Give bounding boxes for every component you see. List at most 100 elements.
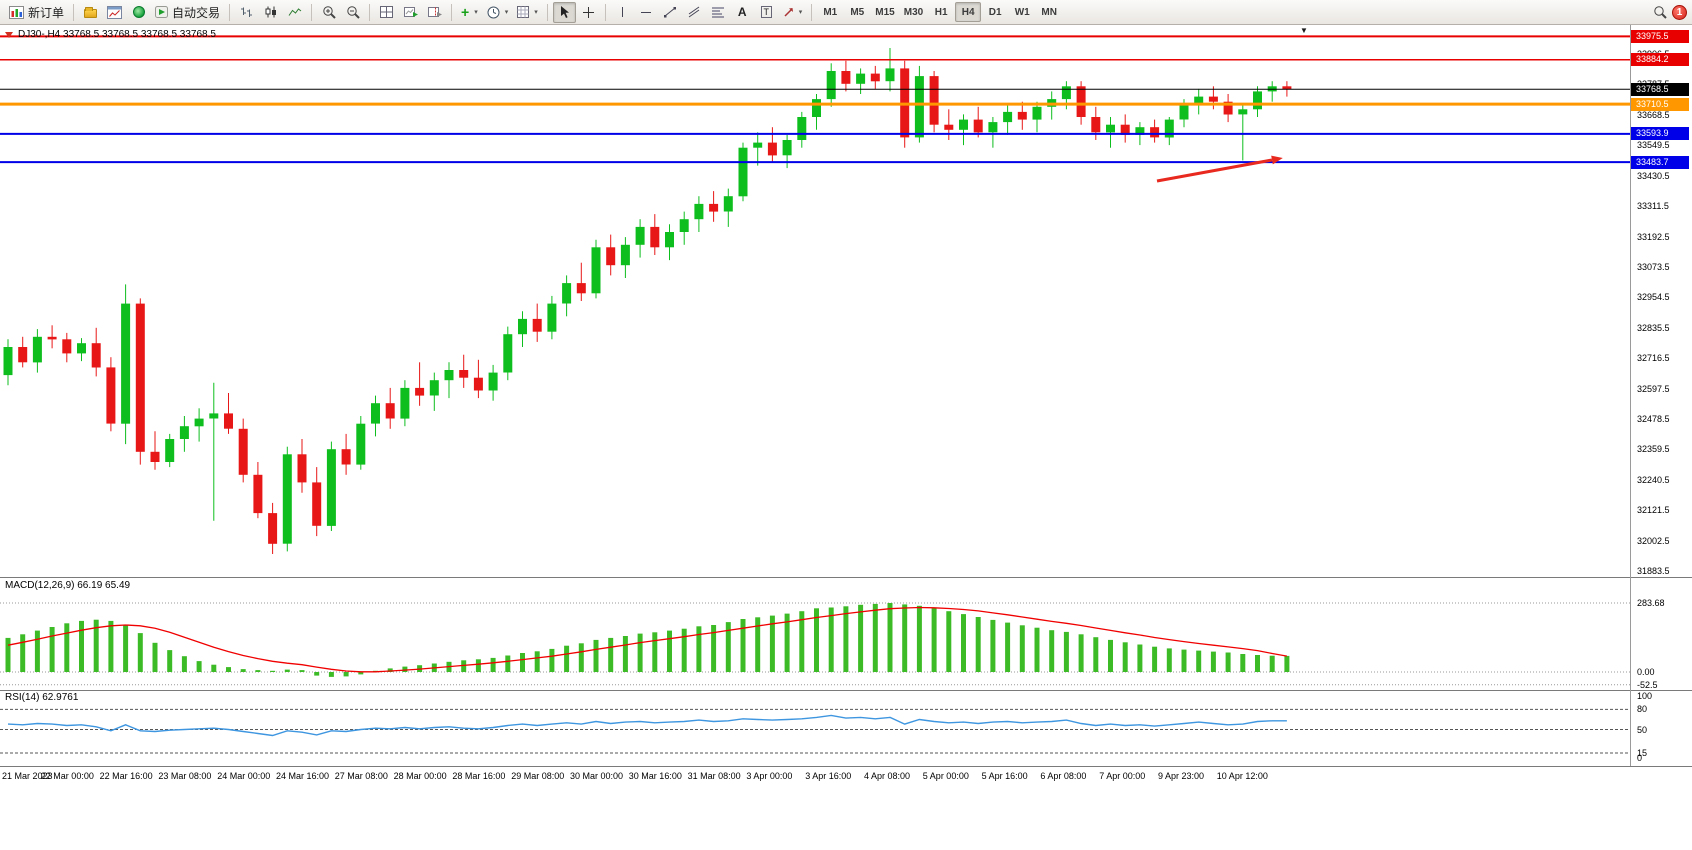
scale-tick: 33073.5 bbox=[1637, 261, 1670, 272]
scale-tick: 32835.5 bbox=[1637, 322, 1670, 333]
toolbar-separator bbox=[451, 3, 453, 21]
symbol-info-text: DJ30-,H4 33768.5 33768.5 33768.5 33768.5 bbox=[18, 29, 216, 40]
timeframe-button-h4[interactable]: H4 bbox=[955, 2, 982, 22]
trendline-icon bbox=[664, 7, 677, 18]
candlestick-chart-button[interactable] bbox=[259, 2, 282, 23]
auto-scroll-icon bbox=[403, 7, 418, 17]
timeframe-button-h1[interactable]: H1 bbox=[928, 2, 954, 22]
auto-trading-label: 自动交易 bbox=[172, 5, 221, 20]
scale-tick: 33311.5 bbox=[1637, 201, 1669, 212]
bar-chart-icon bbox=[241, 7, 253, 17]
timeframe-button-m5[interactable]: M5 bbox=[844, 2, 870, 22]
auto-trading-icon bbox=[155, 6, 169, 18]
time-label: 28 Mar 16:00 bbox=[452, 771, 506, 781]
text-label-icon: T bbox=[760, 6, 773, 18]
line-chart-button[interactable] bbox=[283, 2, 306, 23]
horizontal-line-icon bbox=[641, 11, 652, 13]
search-button[interactable] bbox=[1648, 2, 1671, 23]
scale-tick: 32954.5 bbox=[1637, 292, 1670, 303]
indicators-button[interactable]: + ▾ bbox=[457, 2, 482, 23]
time-label: 4 Apr 08:00 bbox=[864, 771, 911, 781]
template-grid-icon bbox=[517, 6, 530, 18]
text-label-button[interactable]: T bbox=[755, 2, 778, 23]
new-order-button[interactable]: 新订单 bbox=[5, 2, 68, 23]
scale-tick: 32597.5 bbox=[1637, 383, 1670, 394]
symbol-info: DJ30-,H4 33768.5 33768.5 33768.5 33768.5 bbox=[5, 29, 216, 40]
profiles-button[interactable] bbox=[79, 2, 102, 23]
search-icon bbox=[1653, 6, 1667, 19]
timeframe-button-m1[interactable]: M1 bbox=[817, 2, 843, 22]
time-label: 10 Apr 12:00 bbox=[1216, 771, 1268, 781]
fibonacci-icon bbox=[712, 7, 725, 18]
cursor-button[interactable] bbox=[552, 1, 576, 23]
toolbar-separator bbox=[229, 3, 231, 21]
scale-tick: 33668.5 bbox=[1637, 109, 1670, 120]
new-order-icon bbox=[9, 5, 24, 19]
scale-tick: 32478.5 bbox=[1637, 413, 1670, 424]
chart-window-button[interactable] bbox=[103, 2, 126, 23]
scale-tick: 283.68 bbox=[1637, 598, 1665, 608]
folder-icon bbox=[84, 7, 98, 18]
scale-tick: -52.5 bbox=[1637, 679, 1658, 690]
market-watch-button[interactable] bbox=[127, 2, 150, 23]
timeframe-button-w1[interactable]: W1 bbox=[1009, 2, 1035, 22]
chevron-down-icon: ▾ bbox=[798, 9, 803, 16]
add-indicator-icon: + bbox=[461, 4, 470, 20]
tile-windows-button[interactable] bbox=[375, 2, 398, 23]
toolbar-separator bbox=[811, 3, 813, 21]
crosshair-icon bbox=[582, 6, 594, 18]
text-tool-icon: A bbox=[737, 5, 747, 19]
horizontal-line-button[interactable] bbox=[635, 2, 658, 23]
tile-windows-icon bbox=[380, 6, 394, 18]
cursor-icon bbox=[560, 6, 569, 18]
price-shift-marker[interactable]: ▼ bbox=[1300, 26, 1308, 35]
vertical-line-button[interactable] bbox=[611, 2, 634, 23]
symbol-marker-icon bbox=[5, 31, 13, 38]
time-label: 6 Apr 08:00 bbox=[1040, 771, 1087, 781]
notification-badge[interactable]: 1 bbox=[1672, 4, 1687, 20]
crosshair-button[interactable] bbox=[577, 2, 600, 23]
time-label: 30 Mar 16:00 bbox=[628, 771, 682, 781]
channel-button[interactable] bbox=[683, 2, 706, 23]
shapes-button[interactable]: ▾ bbox=[779, 2, 807, 23]
zoom-out-button[interactable] bbox=[341, 2, 364, 23]
price-badge: 33768.5 bbox=[1631, 82, 1689, 96]
zoom-out-icon bbox=[346, 6, 360, 19]
timeframe-button-mn[interactable]: MN bbox=[1036, 2, 1062, 22]
time-label: 31 Mar 08:00 bbox=[687, 771, 741, 781]
scale-tick: 80 bbox=[1637, 704, 1648, 715]
chevron-down-icon: ▾ bbox=[534, 9, 538, 16]
bar-chart-button[interactable] bbox=[235, 2, 258, 23]
price-scale[interactable]: 33906.533787.533668.533549.533430.533311… bbox=[1631, 0, 1692, 790]
auto-scroll-button[interactable] bbox=[399, 2, 422, 23]
scale-tick: 32121.5 bbox=[1637, 505, 1670, 516]
price-badge: 33884.2 bbox=[1631, 53, 1689, 67]
toolbar-separator bbox=[546, 3, 548, 21]
arrow-shape-icon bbox=[784, 7, 793, 17]
text-button[interactable]: A bbox=[731, 2, 754, 23]
scale-tick: 33549.5 bbox=[1637, 140, 1670, 151]
zoom-in-button[interactable] bbox=[317, 2, 340, 23]
time-label: 9 Apr 23:00 bbox=[1158, 771, 1205, 781]
time-label: 28 Mar 00:00 bbox=[393, 771, 447, 781]
scale-tick: 32716.5 bbox=[1637, 353, 1670, 364]
scale-tick: 100 bbox=[1637, 691, 1653, 701]
timeframe-button-d1[interactable]: D1 bbox=[982, 2, 1008, 22]
auto-trading-button[interactable]: 自动交易 bbox=[151, 2, 224, 23]
trendline-button[interactable] bbox=[659, 2, 682, 23]
timeframe-button-m15[interactable]: M15 bbox=[871, 2, 898, 22]
zoom-in-icon bbox=[322, 6, 336, 19]
templates-button[interactable]: ▾ bbox=[513, 2, 542, 23]
timeframe-button-m30[interactable]: M30 bbox=[900, 2, 927, 22]
time-scale[interactable]: 21 Mar 2023 22 Mar 00:00 22 Mar 16:00 23 Ma… bbox=[0, 767, 1692, 789]
chart-shift-button[interactable] bbox=[423, 2, 446, 23]
chevron-down-icon: ▾ bbox=[474, 9, 478, 16]
fibonacci-button[interactable] bbox=[707, 2, 730, 23]
timeframe-group: M1 M5 M15 M30 H1 H4 D1 W1 MN bbox=[817, 2, 1062, 22]
rsi-label: RSI(14) 62.9761 bbox=[5, 692, 79, 703]
time-label: 30 Mar 00:00 bbox=[570, 771, 624, 781]
scale-tick: 32359.5 bbox=[1637, 444, 1670, 455]
toolbar-separator bbox=[604, 3, 606, 21]
periods-button[interactable]: ▾ bbox=[483, 2, 513, 23]
